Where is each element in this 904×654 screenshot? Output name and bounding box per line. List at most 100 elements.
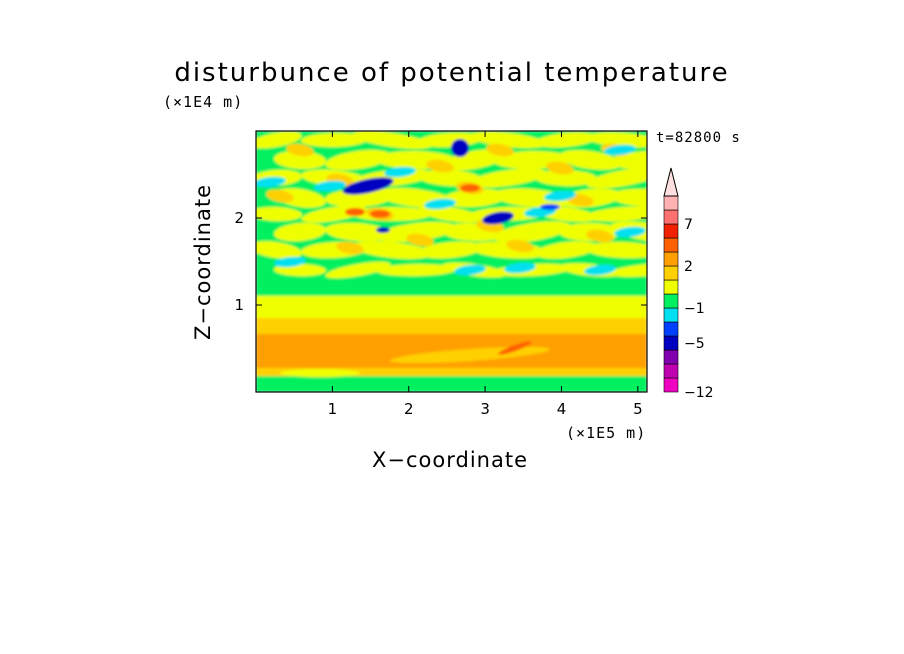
contour-cell	[256, 131, 302, 149]
colorbar-segment	[663, 223, 679, 239]
colorbar-segment	[663, 237, 679, 253]
contour-cell	[274, 150, 326, 170]
contour-cell	[535, 241, 597, 259]
blue-cell	[376, 227, 390, 233]
contour-cell	[256, 241, 302, 259]
contour-cell	[506, 239, 534, 253]
colorbar-tick-label: −12	[684, 385, 714, 401]
x-axis-label: X−coordinate	[372, 448, 528, 472]
contour-cell	[442, 188, 506, 208]
x-tick-label: 3	[480, 400, 490, 418]
contour-cell	[325, 149, 391, 171]
colorbar-segment	[663, 209, 679, 225]
contour-cell	[418, 241, 482, 259]
contour-cell	[586, 132, 647, 148]
contour-cell	[610, 263, 647, 277]
contour-cell	[345, 208, 365, 216]
colorbar: −12−5−127	[663, 167, 714, 401]
colorbar-tick-label: 2	[684, 259, 693, 275]
contour-cell	[325, 188, 391, 208]
contour-cell	[586, 229, 614, 243]
contour-cell	[376, 263, 456, 277]
y-tick-label: 2	[234, 209, 244, 227]
contour-cell	[266, 189, 294, 203]
colorbar-segment	[663, 321, 679, 337]
colorbar-tick-label: −1	[684, 301, 705, 317]
contour-cell	[454, 264, 486, 276]
colorbar-segment	[663, 363, 679, 379]
contour-cell	[352, 131, 432, 149]
contour-cell	[584, 264, 616, 276]
time-label: t=82800 s	[656, 130, 741, 146]
colorbar-segment	[663, 349, 679, 365]
y-unit-label: (×1E4 m)	[163, 93, 244, 111]
contour-cell	[559, 150, 621, 170]
contour-cell	[546, 161, 574, 175]
colorbar-extend-arrow	[663, 167, 679, 197]
contour-cell	[504, 262, 536, 274]
contour-cell	[274, 222, 326, 242]
colorbar-segment	[663, 293, 679, 309]
contour-cell	[426, 159, 454, 173]
contour-cell	[586, 167, 647, 189]
contour-cell	[325, 222, 391, 242]
colorbar-tick-label: 7	[684, 217, 693, 233]
contour-cell	[493, 221, 571, 243]
contour-cell	[610, 188, 647, 208]
contour-cell	[535, 169, 597, 187]
contour-cell	[325, 261, 391, 279]
contour-cell	[604, 144, 636, 156]
contour-field	[256, 131, 647, 392]
contour-cell	[280, 369, 360, 377]
contour-cell	[376, 221, 456, 243]
contour-cell	[544, 190, 576, 202]
blue-cell	[342, 177, 394, 195]
y-axis: 12	[234, 209, 647, 314]
chart-title: disturbunce of potential temperature	[174, 58, 730, 88]
contour-cell	[424, 198, 456, 210]
contour-cell	[406, 233, 434, 247]
colorbar-segment	[663, 195, 679, 211]
colorbar-tick-label: −5	[684, 336, 705, 352]
contour-cell	[614, 226, 646, 238]
contour-cell	[418, 205, 482, 223]
contour-cell	[498, 341, 532, 355]
x-tick-label: 1	[328, 400, 338, 418]
x-tick-label: 5	[633, 400, 643, 418]
x-unit-label: (×1E5 m)	[566, 424, 647, 442]
blue-cell	[482, 211, 514, 225]
y-tick-label: 1	[234, 296, 244, 314]
contour-cell	[314, 180, 346, 192]
bottom-green-band	[256, 376, 647, 392]
lower-light-orange	[256, 368, 647, 378]
contour-cell	[370, 210, 390, 218]
plot-frame	[255, 130, 648, 393]
colorbar-segment	[663, 335, 679, 351]
contour-cell	[274, 256, 306, 268]
colorbar-segment	[663, 265, 679, 281]
x-tick-label: 4	[557, 400, 567, 418]
contour-cell	[586, 241, 647, 259]
contour-cell	[256, 176, 286, 188]
contour-cell	[384, 166, 416, 178]
contour-cell	[460, 184, 480, 192]
x-tick-label: 2	[404, 400, 414, 418]
colorbar-segment	[663, 377, 679, 393]
contour-fill	[256, 131, 647, 392]
contour-cell	[486, 143, 514, 157]
colorbar-segment	[663, 307, 679, 323]
contour-cell	[336, 241, 364, 255]
contour-cell	[286, 143, 314, 157]
contour-cell	[610, 221, 647, 243]
contour-cell	[469, 131, 547, 149]
colorbar-segment	[663, 279, 679, 295]
contour-cell	[469, 168, 547, 188]
contour-cell	[301, 132, 367, 148]
x-axis: 1 2 3 4 5	[328, 131, 643, 418]
colorbar-segment	[663, 251, 679, 267]
blue-cell	[540, 204, 560, 210]
contour-cell	[610, 150, 647, 170]
contour-cell	[256, 206, 302, 222]
